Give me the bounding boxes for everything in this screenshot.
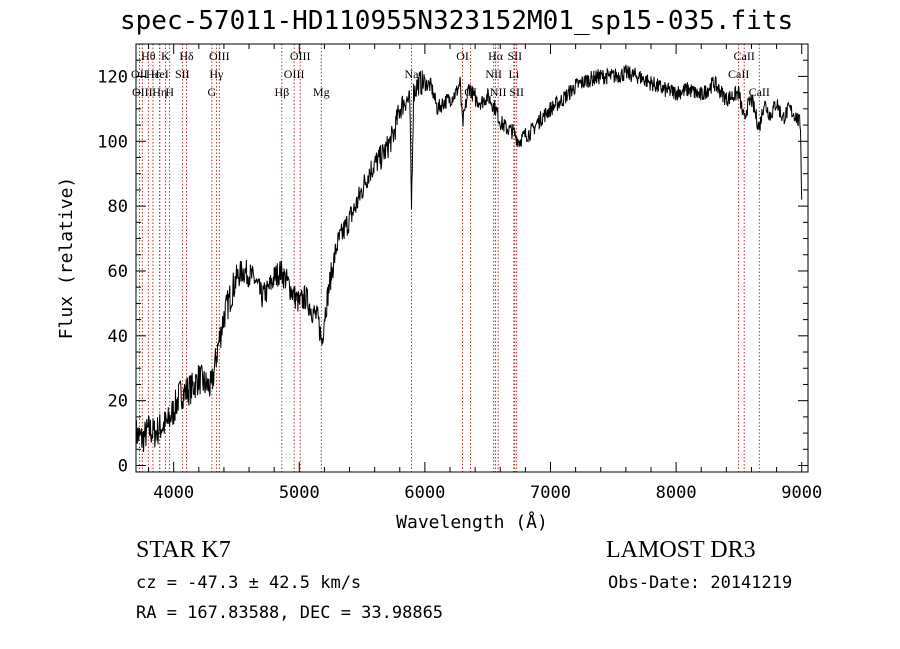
y-tick-label-4: 80 <box>108 197 128 217</box>
line-marker-label-16: Mg <box>313 85 330 99</box>
spectral-class: STAR K7 <box>136 537 231 563</box>
line-marker-label-6: HeI <box>151 67 169 81</box>
coordinates: RA = 167.83588, DEC = 33.98865 <box>136 603 444 623</box>
y-tick-label-2: 40 <box>108 327 128 347</box>
line-marker-label-15: OIII <box>284 67 305 81</box>
line-marker-label-7: H <box>165 85 174 99</box>
line-marker-label-27: CaII <box>728 67 749 81</box>
y-tick-label-0: 0 <box>118 457 128 477</box>
line-marker-label-14: OIII <box>290 49 311 63</box>
line-marker-label-24: NII <box>490 85 507 99</box>
chart-title: spec-57011-HD110955N323152M01_sp15-035.f… <box>120 6 794 36</box>
line-marker-label-13: Hβ <box>274 85 289 99</box>
y-axis-label: Flux (relative) <box>56 177 77 340</box>
line-marker-label-17: Na <box>404 67 419 81</box>
x-tick-label-5: 9000 <box>781 483 822 503</box>
line-marker-label-9: Hδ <box>179 49 194 63</box>
line-marker-label-28: CaII <box>749 85 770 99</box>
y-tick-label-3: 60 <box>108 262 128 282</box>
line-marker-label-10: OIII <box>209 49 230 63</box>
x-tick-label-4: 8000 <box>656 483 697 503</box>
line-marker-label-1: OII <box>131 67 148 81</box>
line-marker-label-23: Li <box>508 67 519 81</box>
line-marker-label-3: Hε <box>146 67 160 81</box>
redshift-cz: cz = -47.3 ± 42.5 km/s <box>136 573 362 593</box>
y-tick-label-1: 20 <box>108 392 128 412</box>
y-tick-label-5: 100 <box>97 132 128 152</box>
observation-date: Obs-Date: 20141219 <box>608 573 793 593</box>
line-marker-label-12: G <box>208 85 217 99</box>
line-marker-label-26: CaII <box>734 49 755 63</box>
line-marker-label-2: OIII <box>132 85 153 99</box>
y-tick-label-6: 120 <box>97 67 128 87</box>
x-tick-label-2: 6000 <box>404 483 445 503</box>
line-marker-label-22: NII <box>485 67 502 81</box>
x-axis-label: Wavelength (Å) <box>396 511 548 533</box>
line-marker-label-21: SII <box>507 49 522 63</box>
line-marker-label-25: SII <box>509 85 524 99</box>
x-axis-ticks: 4000 5000 6000 7000 8000 9000 <box>148 44 822 503</box>
line-marker-label-11: Hγ <box>209 67 224 81</box>
line-marker-label-4: Hη <box>152 85 167 99</box>
line-marker-label-8: SII <box>175 67 190 81</box>
x-tick-label-0: 4000 <box>153 483 194 503</box>
line-marker-label-5: K <box>161 49 170 63</box>
x-tick-label-1: 5000 <box>279 483 320 503</box>
spectrum-line <box>135 64 803 453</box>
line-marker-label-20: Hα <box>488 49 504 63</box>
line-marker-label-18: OI <box>456 49 469 63</box>
line-markers <box>138 44 760 472</box>
survey-name: LAMOST DR3 <box>606 537 756 563</box>
y-axis-ticks: 0 20 40 60 80 100 120 <box>97 43 808 477</box>
x-tick-label-3: 7000 <box>530 483 571 503</box>
line-marker-label-0: Hθ <box>141 49 156 63</box>
plot-frame <box>135 43 809 473</box>
